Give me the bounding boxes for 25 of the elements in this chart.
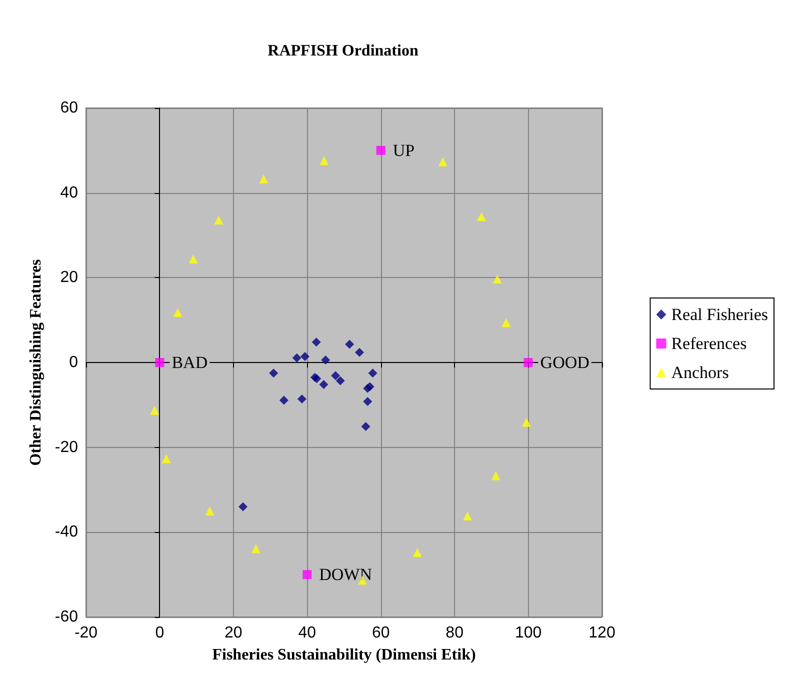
x-tick-label: -20 xyxy=(74,624,98,642)
x-tick-label: 40 xyxy=(298,624,316,642)
x-tick-label: 20 xyxy=(224,624,242,642)
x-tick-label: 120 xyxy=(588,624,616,642)
annotation: BAD xyxy=(172,353,208,372)
y-tick-label: -20 xyxy=(54,438,78,456)
y-tick-label: -60 xyxy=(54,608,78,626)
x-axis-title: Fisheries Sustainability (Dimensi Etik) xyxy=(212,646,476,664)
annotation: UP xyxy=(392,140,415,160)
x-tick-label: 80 xyxy=(446,624,464,642)
y-axis-title: Other Distinguishing Features xyxy=(27,259,44,466)
x-tick-label: 60 xyxy=(372,624,390,642)
x-tick-label: 100 xyxy=(514,624,542,642)
legend-label: Real Fisheries xyxy=(671,305,768,324)
y-tick-label: 20 xyxy=(60,269,78,286)
annotation: DOWN xyxy=(319,565,372,584)
chart-title: RAPFISH Ordination xyxy=(268,42,418,60)
y-tick-label: 40 xyxy=(60,184,78,202)
legend-label: References xyxy=(671,334,747,353)
x-tick-label: 0 xyxy=(155,624,164,642)
y-tick-label: -40 xyxy=(54,524,78,541)
y-tick-label: 60 xyxy=(60,100,78,116)
legend-label: Anchors xyxy=(671,363,729,382)
annotation: GOOD xyxy=(540,353,590,372)
y-tick-label: 0 xyxy=(69,354,78,371)
